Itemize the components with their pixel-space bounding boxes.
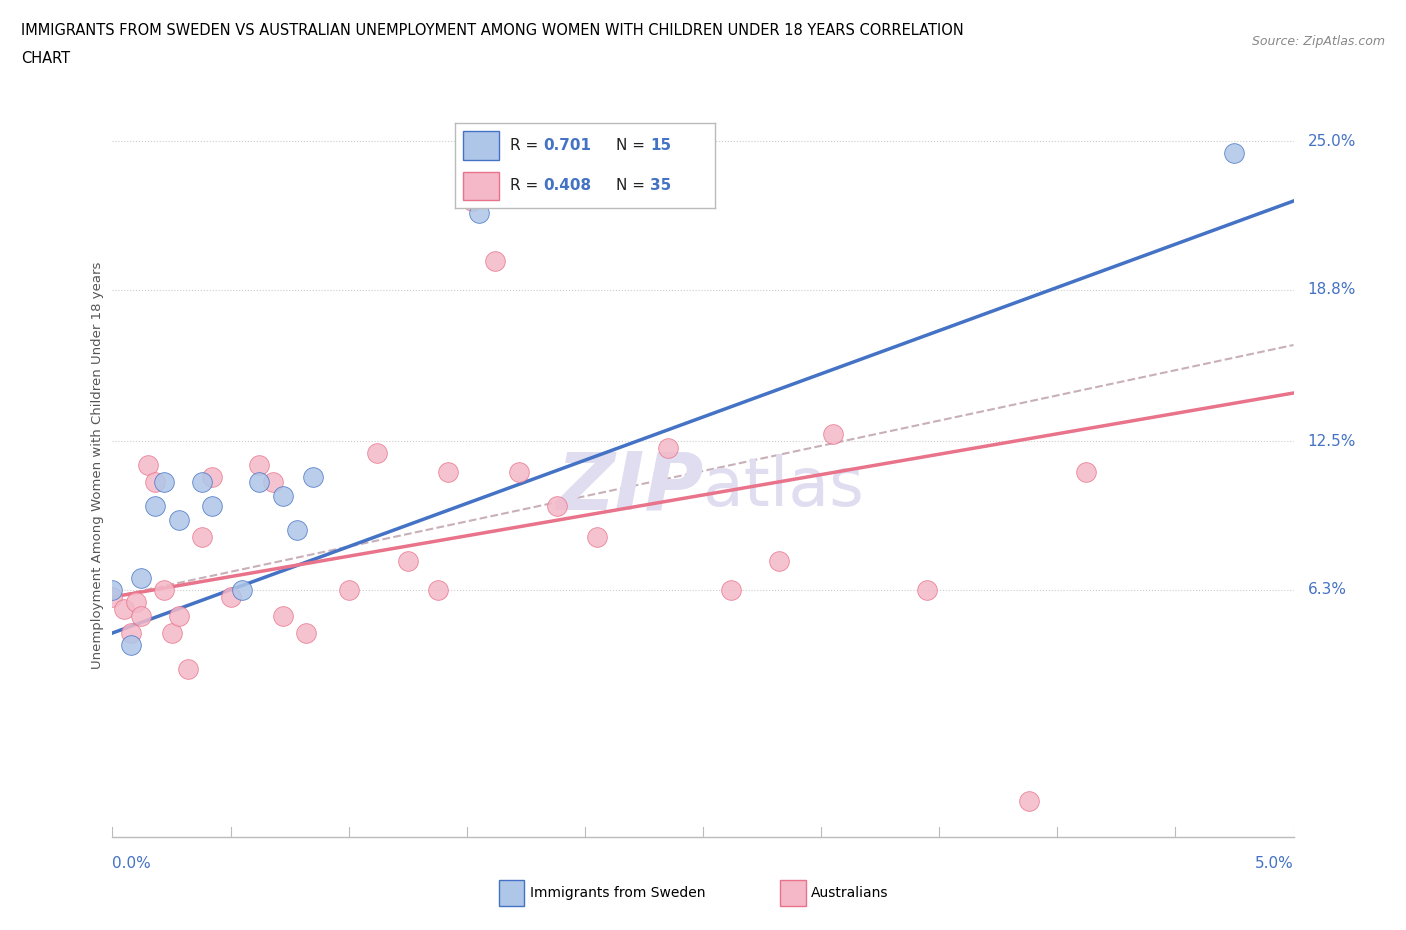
Text: 0.0%: 0.0% xyxy=(112,857,152,871)
Point xyxy=(585,529,607,544)
Point xyxy=(112,602,135,617)
Text: 15: 15 xyxy=(650,139,671,153)
Point xyxy=(231,582,253,597)
Point xyxy=(271,489,294,504)
Text: N =: N = xyxy=(616,178,645,193)
Point xyxy=(160,626,183,641)
Point xyxy=(917,582,939,597)
Point xyxy=(143,474,166,489)
Point xyxy=(437,465,460,480)
Text: Source: ZipAtlas.com: Source: ZipAtlas.com xyxy=(1251,35,1385,48)
Point xyxy=(143,498,166,513)
Point xyxy=(101,590,124,604)
Text: atlas: atlas xyxy=(703,455,863,520)
Point xyxy=(125,594,148,609)
Point xyxy=(467,206,489,220)
Point xyxy=(1223,146,1246,161)
Point xyxy=(302,470,325,485)
Point xyxy=(427,582,450,597)
Text: 18.8%: 18.8% xyxy=(1308,283,1355,298)
Point xyxy=(484,254,506,269)
Point xyxy=(153,582,176,597)
Point xyxy=(460,193,482,208)
Text: IMMIGRANTS FROM SWEDEN VS AUSTRALIAN UNEMPLOYMENT AMONG WOMEN WITH CHILDREN UNDE: IMMIGRANTS FROM SWEDEN VS AUSTRALIAN UNE… xyxy=(21,23,965,38)
Point xyxy=(153,474,176,489)
Point xyxy=(167,609,190,624)
Point xyxy=(821,426,844,441)
Point xyxy=(396,553,419,568)
Point xyxy=(295,626,318,641)
Point xyxy=(1018,793,1040,808)
Point xyxy=(508,465,530,480)
Point xyxy=(247,458,270,472)
Point xyxy=(337,582,360,597)
Point xyxy=(120,626,142,641)
Point xyxy=(101,582,124,597)
Point xyxy=(366,445,388,460)
Point xyxy=(219,590,242,604)
Text: 0.701: 0.701 xyxy=(543,139,592,153)
Point xyxy=(546,498,568,513)
FancyBboxPatch shape xyxy=(463,171,499,200)
Point xyxy=(129,609,152,624)
Point xyxy=(247,474,270,489)
Point xyxy=(201,498,224,513)
Point xyxy=(167,512,190,527)
Point xyxy=(720,582,742,597)
Point xyxy=(177,661,200,676)
Text: R =: R = xyxy=(509,178,538,193)
Point xyxy=(262,474,284,489)
Point xyxy=(768,553,790,568)
Text: 12.5%: 12.5% xyxy=(1308,433,1355,448)
Text: 0.408: 0.408 xyxy=(543,178,592,193)
Text: Immigrants from Sweden: Immigrants from Sweden xyxy=(530,885,706,900)
Text: Australians: Australians xyxy=(811,885,889,900)
Text: ZIP: ZIP xyxy=(555,448,703,526)
Point xyxy=(1074,465,1097,480)
Point xyxy=(191,474,214,489)
Text: R =: R = xyxy=(509,139,538,153)
Point xyxy=(191,529,214,544)
Point xyxy=(271,609,294,624)
Point xyxy=(285,523,308,538)
Y-axis label: Unemployment Among Women with Children Under 18 years: Unemployment Among Women with Children U… xyxy=(91,261,104,669)
Text: 5.0%: 5.0% xyxy=(1254,857,1294,871)
Point xyxy=(129,570,152,585)
Point xyxy=(657,441,679,456)
FancyBboxPatch shape xyxy=(463,131,499,160)
Text: CHART: CHART xyxy=(21,51,70,66)
Point xyxy=(136,458,159,472)
Point xyxy=(120,638,142,653)
Text: 6.3%: 6.3% xyxy=(1308,582,1347,597)
Text: N =: N = xyxy=(616,139,645,153)
Text: 25.0%: 25.0% xyxy=(1308,134,1355,149)
Text: 35: 35 xyxy=(650,178,671,193)
Point xyxy=(201,470,224,485)
